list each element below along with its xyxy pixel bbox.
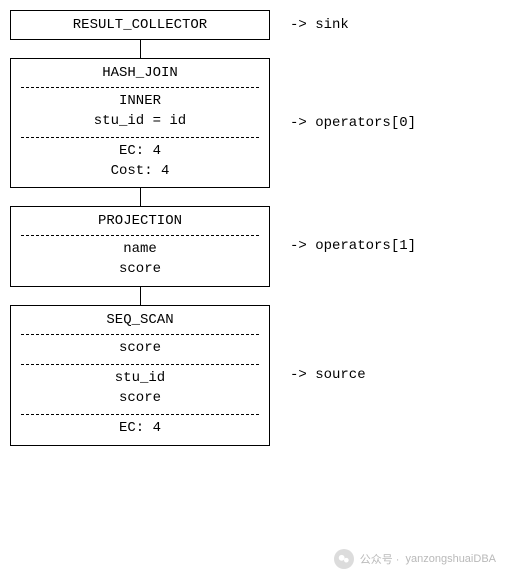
node-title: HASH_JOIN <box>11 59 269 87</box>
plan-node-hash-join: HASH_JOIN INNER stu_id = id EC: 4 Cost: … <box>10 58 270 188</box>
section-line: INNER <box>15 92 265 112</box>
section-line: stu_id <box>15 369 265 389</box>
node-title: RESULT_COLLECTOR <box>11 11 269 39</box>
connector <box>10 188 270 206</box>
section-line: score <box>15 389 265 409</box>
connector <box>10 287 270 305</box>
node-section: EC: 4 Cost: 4 <box>11 138 269 187</box>
section-line: Cost: 4 <box>15 162 265 182</box>
wechat-icon <box>334 549 354 569</box>
node-annotation: -> operators[1] <box>290 238 416 254</box>
node-title: PROJECTION <box>11 207 269 235</box>
plan-node-result-collector: RESULT_COLLECTOR <box>10 10 270 40</box>
section-line: name <box>15 240 265 260</box>
node-title: SEQ_SCAN <box>11 306 269 334</box>
node-section: INNER stu_id = id <box>11 88 269 137</box>
node-annotation: -> source <box>290 367 366 383</box>
watermark: 公众号 · yanzongshuaiDBA <box>334 549 496 569</box>
node-section: score <box>11 335 269 365</box>
node-section: name score <box>11 236 269 285</box>
plan-row: SEQ_SCAN score stu_id score EC: 4 -> sou… <box>10 305 506 446</box>
section-line: score <box>15 339 265 359</box>
node-section: stu_id score <box>11 365 269 414</box>
plan-node-seq-scan: SEQ_SCAN score stu_id score EC: 4 <box>10 305 270 446</box>
plan-row: PROJECTION name score -> operators[1] <box>10 206 506 286</box>
node-annotation: -> sink <box>290 17 349 33</box>
plan-row: RESULT_COLLECTOR -> sink <box>10 10 506 40</box>
plan-node-projection: PROJECTION name score <box>10 206 270 286</box>
section-line: EC: 4 <box>15 142 265 162</box>
section-line: score <box>15 260 265 280</box>
watermark-prefix: 公众号 · <box>360 551 400 567</box>
section-line: stu_id = id <box>15 112 265 132</box>
node-section: EC: 4 <box>11 415 269 445</box>
query-plan-diagram: RESULT_COLLECTOR -> sink HASH_JOIN INNER… <box>10 10 506 575</box>
connector <box>10 40 270 58</box>
section-line: EC: 4 <box>15 419 265 439</box>
node-annotation: -> operators[0] <box>290 115 416 131</box>
plan-row: HASH_JOIN INNER stu_id = id EC: 4 Cost: … <box>10 58 506 188</box>
watermark-name: yanzongshuaiDBA <box>405 553 496 565</box>
